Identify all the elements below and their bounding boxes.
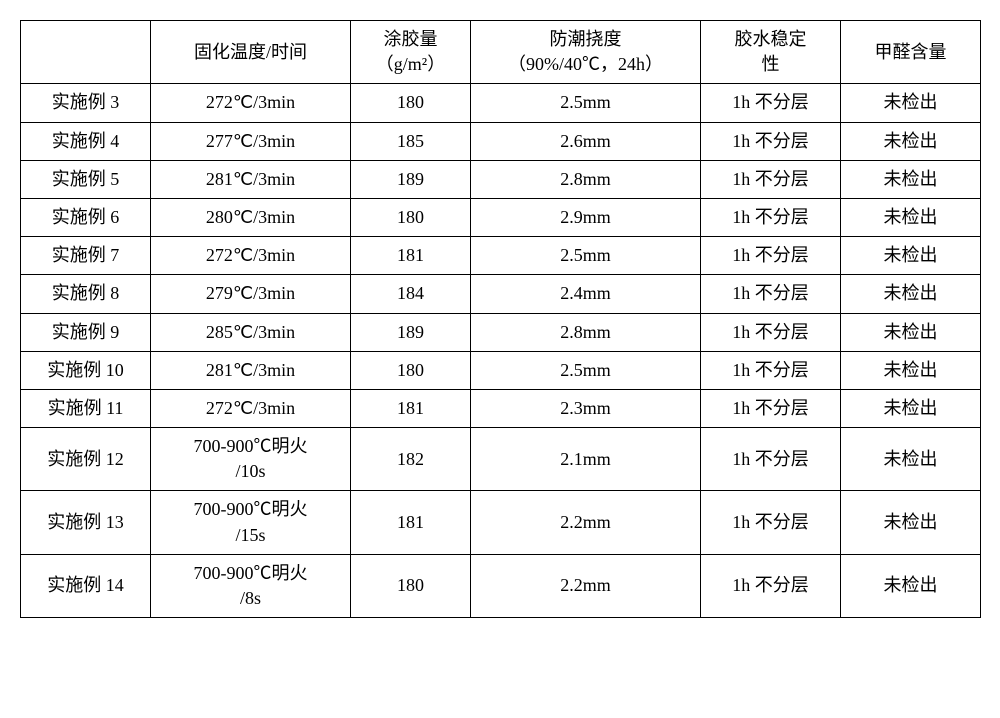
- table-row: 实施例 3272℃/3min1802.5mm1h 不分层未检出: [21, 84, 981, 122]
- table-cell: 1h 不分层: [701, 428, 841, 491]
- header-cell-1: 固化温度/时间: [151, 21, 351, 84]
- table-cell: 实施例 4: [21, 122, 151, 160]
- header-cell-0: [21, 21, 151, 84]
- table-cell: 1h 不分层: [701, 313, 841, 351]
- table-cell: 189: [351, 160, 471, 198]
- table-cell: 189: [351, 313, 471, 351]
- table-cell: 1h 不分层: [701, 491, 841, 554]
- table-cell: 1h 不分层: [701, 84, 841, 122]
- table-cell: 2.1mm: [471, 428, 701, 491]
- table-cell: 2.8mm: [471, 313, 701, 351]
- table-cell: 2.8mm: [471, 160, 701, 198]
- table-cell: 实施例 3: [21, 84, 151, 122]
- table-cell: 1h 不分层: [701, 275, 841, 313]
- data-table: 固化温度/时间 涂胶量（g/m²） 防潮挠度（90%/40℃，24h） 胶水稳定…: [20, 20, 981, 618]
- table-cell: 700-900℃明火/15s: [151, 491, 351, 554]
- table-cell: 180: [351, 554, 471, 617]
- table-cell: 未检出: [841, 275, 981, 313]
- table-cell: 2.2mm: [471, 491, 701, 554]
- table-cell: 181: [351, 237, 471, 275]
- table-cell: 2.9mm: [471, 198, 701, 236]
- table-cell: 实施例 6: [21, 198, 151, 236]
- table-cell: 700-900℃明火/10s: [151, 428, 351, 491]
- table-cell: 1h 不分层: [701, 160, 841, 198]
- table-cell: 实施例 7: [21, 237, 151, 275]
- table-cell: 未检出: [841, 351, 981, 389]
- table-cell: 2.5mm: [471, 237, 701, 275]
- table-cell: 272℃/3min: [151, 389, 351, 427]
- table-cell: 2.6mm: [471, 122, 701, 160]
- table-row: 实施例 5281℃/3min1892.8mm1h 不分层未检出: [21, 160, 981, 198]
- table-row: 实施例 4277℃/3min1852.6mm1h 不分层未检出: [21, 122, 981, 160]
- table-cell: 2.4mm: [471, 275, 701, 313]
- table-cell: 272℃/3min: [151, 237, 351, 275]
- table-cell: 1h 不分层: [701, 198, 841, 236]
- table-cell: 1h 不分层: [701, 389, 841, 427]
- table-row: 实施例 12700-900℃明火/10s1822.1mm1h 不分层未检出: [21, 428, 981, 491]
- table-cell: 700-900℃明火/8s: [151, 554, 351, 617]
- table-cell: 未检出: [841, 237, 981, 275]
- table-cell: 未检出: [841, 313, 981, 351]
- table-cell: 实施例 12: [21, 428, 151, 491]
- table-row: 实施例 14700-900℃明火/8s1802.2mm1h 不分层未检出: [21, 554, 981, 617]
- table-cell: 未检出: [841, 160, 981, 198]
- table-cell: 180: [351, 198, 471, 236]
- table-header: 固化温度/时间 涂胶量（g/m²） 防潮挠度（90%/40℃，24h） 胶水稳定…: [21, 21, 981, 84]
- table-cell: 未检出: [841, 491, 981, 554]
- table-cell: 184: [351, 275, 471, 313]
- table-cell: 1h 不分层: [701, 237, 841, 275]
- table-cell: 277℃/3min: [151, 122, 351, 160]
- table-cell: 未检出: [841, 122, 981, 160]
- table-row: 实施例 13700-900℃明火/15s1812.2mm1h 不分层未检出: [21, 491, 981, 554]
- table-cell: 185: [351, 122, 471, 160]
- table-cell: 2.2mm: [471, 554, 701, 617]
- table-cell: 实施例 8: [21, 275, 151, 313]
- table-cell: 181: [351, 389, 471, 427]
- table-cell: 180: [351, 351, 471, 389]
- table-cell: 2.3mm: [471, 389, 701, 427]
- table-row: 实施例 11272℃/3min1812.3mm1h 不分层未检出: [21, 389, 981, 427]
- header-cell-4: 胶水稳定性: [701, 21, 841, 84]
- table-cell: 未检出: [841, 554, 981, 617]
- table-cell: 2.5mm: [471, 351, 701, 389]
- table-cell: 279℃/3min: [151, 275, 351, 313]
- table-cell: 182: [351, 428, 471, 491]
- table-body: 实施例 3272℃/3min1802.5mm1h 不分层未检出实施例 4277℃…: [21, 84, 981, 618]
- table-cell: 1h 不分层: [701, 554, 841, 617]
- table-row: 实施例 8279℃/3min1842.4mm1h 不分层未检出: [21, 275, 981, 313]
- table-cell: 未检出: [841, 198, 981, 236]
- table-cell: 实施例 9: [21, 313, 151, 351]
- table-cell: 180: [351, 84, 471, 122]
- table-cell: 281℃/3min: [151, 351, 351, 389]
- table-row: 实施例 6280℃/3min1802.9mm1h 不分层未检出: [21, 198, 981, 236]
- table-cell: 实施例 13: [21, 491, 151, 554]
- table-cell: 实施例 14: [21, 554, 151, 617]
- table-cell: 280℃/3min: [151, 198, 351, 236]
- table-cell: 272℃/3min: [151, 84, 351, 122]
- table-cell: 2.5mm: [471, 84, 701, 122]
- table-cell: 1h 不分层: [701, 351, 841, 389]
- table-cell: 未检出: [841, 428, 981, 491]
- table-cell: 未检出: [841, 389, 981, 427]
- table-row: 实施例 9285℃/3min1892.8mm1h 不分层未检出: [21, 313, 981, 351]
- table-cell: 181: [351, 491, 471, 554]
- table-row: 实施例 7272℃/3min1812.5mm1h 不分层未检出: [21, 237, 981, 275]
- table-cell: 实施例 10: [21, 351, 151, 389]
- table-cell: 未检出: [841, 84, 981, 122]
- header-cell-5: 甲醛含量: [841, 21, 981, 84]
- table-cell: 281℃/3min: [151, 160, 351, 198]
- table-cell: 实施例 11: [21, 389, 151, 427]
- table-cell: 1h 不分层: [701, 122, 841, 160]
- table-cell: 实施例 5: [21, 160, 151, 198]
- table-row: 实施例 10281℃/3min1802.5mm1h 不分层未检出: [21, 351, 981, 389]
- header-cell-3: 防潮挠度（90%/40℃，24h）: [471, 21, 701, 84]
- table-cell: 285℃/3min: [151, 313, 351, 351]
- header-cell-2: 涂胶量（g/m²）: [351, 21, 471, 84]
